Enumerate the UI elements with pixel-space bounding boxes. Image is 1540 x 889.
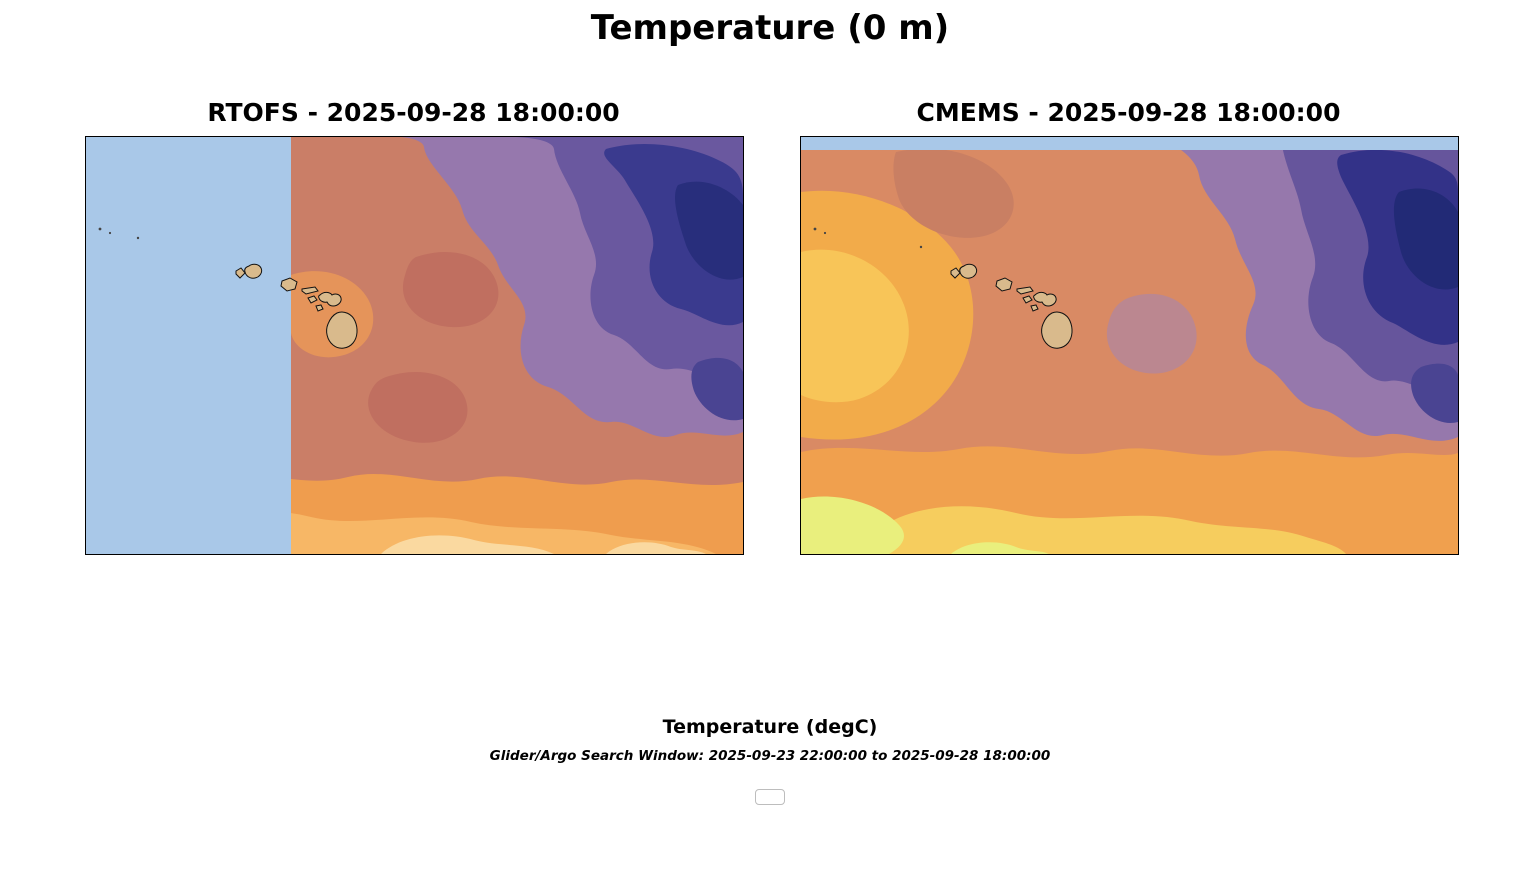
colorbar-gradient: [106, 658, 1434, 682]
rtofs-no-data-region: [86, 137, 291, 554]
cmems-no-data-strip: [801, 137, 1458, 150]
nwhi-islets: [98, 227, 140, 240]
figure-title: Temperature (0 m): [590, 8, 950, 48]
panel-rtofs: RTOFS - 2025-09-28 18:00:00: [85, 98, 744, 555]
panel-cmems: CMEMS - 2025-09-28 18:00:00: [800, 98, 1459, 555]
map-cmems: [800, 136, 1459, 555]
colorbar-ticks: [106, 684, 1434, 716]
hawaiian-islands: [950, 263, 1073, 349]
map-rtofs: [85, 136, 744, 555]
nwhi-islets: [813, 227, 923, 249]
temperature-field-rtofs: [86, 137, 743, 554]
platform-legend: [755, 789, 785, 805]
temperature-field-cmems: [801, 137, 1458, 554]
panel-title-rtofs: RTOFS - 2025-09-28 18:00:00: [207, 98, 620, 127]
colorbar: [106, 658, 1434, 682]
search-window-subtitle: Glider/Argo Search Window: 2025-09-23 22…: [489, 748, 1051, 764]
colorbar-label: Temperature (degC): [662, 716, 878, 738]
hawaiian-islands: [235, 263, 358, 349]
panel-title-cmems: CMEMS - 2025-09-28 18:00:00: [916, 98, 1341, 127]
